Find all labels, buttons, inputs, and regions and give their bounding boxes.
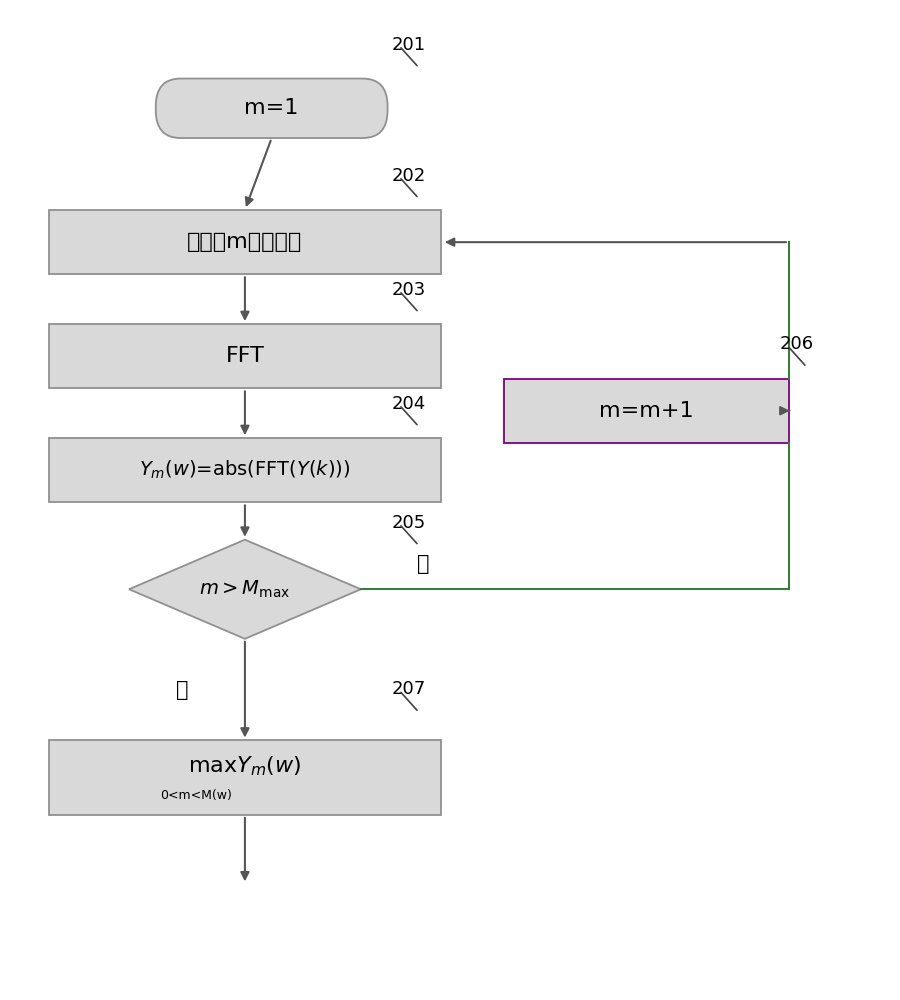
Text: m=m+1: m=m+1 bbox=[598, 401, 694, 421]
Text: FFT: FFT bbox=[226, 346, 265, 366]
Bar bbox=[49, 740, 441, 815]
Text: 205: 205 bbox=[392, 514, 427, 532]
Text: max$Y_m(w)$: max$Y_m(w)$ bbox=[188, 754, 302, 778]
Text: 207: 207 bbox=[392, 680, 427, 698]
Bar bbox=[49, 210, 441, 274]
Polygon shape bbox=[129, 540, 361, 639]
Bar bbox=[503, 379, 788, 443]
Text: 0<m<M(w): 0<m<M(w) bbox=[160, 789, 232, 802]
Bar bbox=[49, 438, 441, 502]
Text: 203: 203 bbox=[392, 281, 427, 299]
FancyBboxPatch shape bbox=[156, 79, 388, 138]
Text: m=1: m=1 bbox=[245, 98, 299, 118]
Text: 否: 否 bbox=[417, 554, 429, 574]
Text: 前移动m个采样点: 前移动m个采样点 bbox=[187, 232, 302, 252]
Text: 202: 202 bbox=[392, 167, 427, 185]
Text: 206: 206 bbox=[780, 335, 814, 353]
Text: 204: 204 bbox=[392, 395, 427, 413]
Bar bbox=[49, 324, 441, 388]
Text: $m>M_{\mathrm{max}}$: $m>M_{\mathrm{max}}$ bbox=[200, 579, 291, 600]
Text: $Y_m(w)$=abs(FFT($Y(k)$)): $Y_m(w)$=abs(FFT($Y(k)$)) bbox=[140, 459, 351, 481]
Text: 201: 201 bbox=[392, 36, 427, 54]
Text: 是: 是 bbox=[176, 680, 189, 700]
